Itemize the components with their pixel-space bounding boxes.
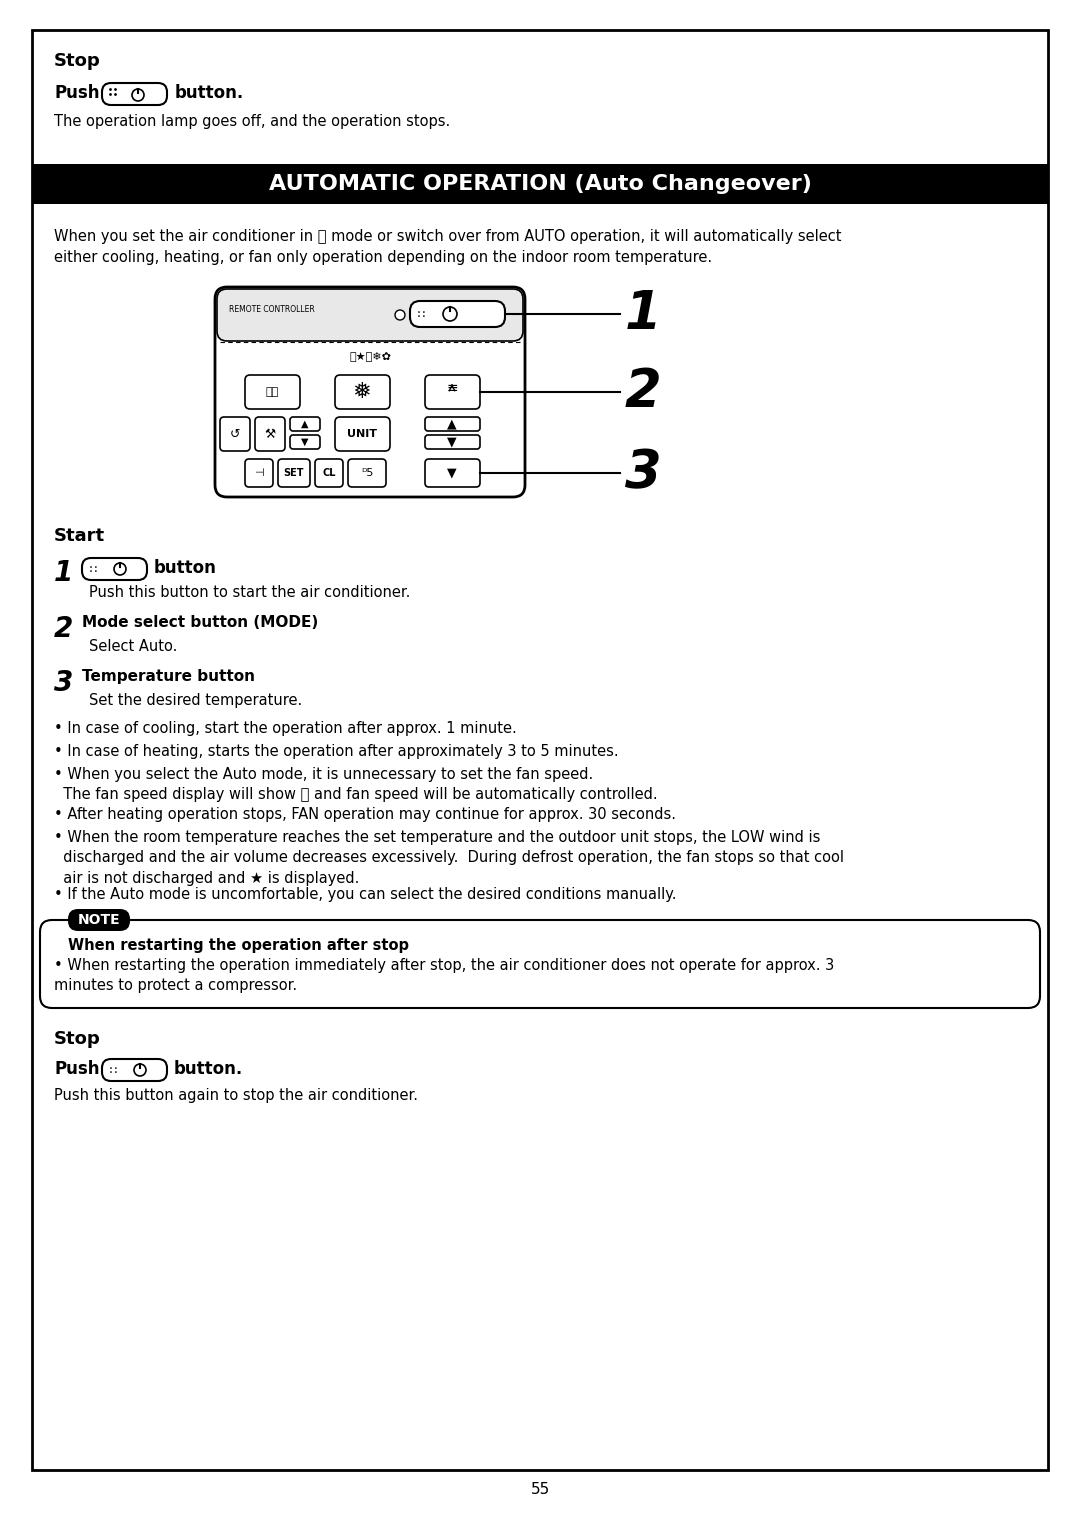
- Text: ❅: ❅: [353, 381, 372, 403]
- FancyBboxPatch shape: [245, 375, 300, 409]
- FancyBboxPatch shape: [426, 375, 480, 409]
- Text: 3: 3: [54, 669, 73, 697]
- FancyBboxPatch shape: [426, 416, 480, 432]
- Text: Push: Push: [54, 1060, 99, 1078]
- Circle shape: [114, 563, 126, 575]
- Text: Ⓐ★⛆❄✿: Ⓐ★⛆❄✿: [349, 352, 391, 361]
- Text: ▼: ▼: [447, 467, 457, 479]
- Text: Push: Push: [54, 84, 99, 102]
- Text: • When restarting the operation immediately after stop, the air conditioner does: • When restarting the operation immediat…: [54, 958, 834, 993]
- FancyBboxPatch shape: [426, 435, 480, 448]
- FancyBboxPatch shape: [315, 459, 343, 486]
- Text: ⚒: ⚒: [265, 427, 275, 441]
- Text: ⏻⏻: ⏻⏻: [266, 387, 279, 397]
- FancyBboxPatch shape: [291, 435, 320, 448]
- Text: AUTOMATIC OPERATION (Auto Changeover): AUTOMATIC OPERATION (Auto Changeover): [269, 174, 811, 194]
- FancyBboxPatch shape: [426, 459, 480, 486]
- Text: ▼: ▼: [447, 436, 457, 448]
- Text: REMOTE CONTROLLER: REMOTE CONTROLLER: [229, 305, 314, 314]
- Text: ↺: ↺: [230, 427, 240, 441]
- Text: Mode select button (MODE): Mode select button (MODE): [82, 615, 319, 630]
- FancyBboxPatch shape: [220, 416, 249, 451]
- Circle shape: [395, 310, 405, 320]
- Text: CL: CL: [322, 468, 336, 477]
- Text: Push this button to start the air conditioner.: Push this button to start the air condit…: [89, 586, 410, 599]
- FancyBboxPatch shape: [348, 459, 386, 486]
- FancyBboxPatch shape: [245, 459, 273, 486]
- FancyBboxPatch shape: [278, 459, 310, 486]
- Text: button: button: [154, 560, 217, 576]
- FancyBboxPatch shape: [255, 416, 285, 451]
- Text: Set the desired temperature.: Set the desired temperature.: [89, 692, 302, 708]
- Circle shape: [132, 88, 144, 101]
- Text: 55: 55: [530, 1482, 550, 1498]
- Text: button.: button.: [175, 84, 244, 102]
- FancyBboxPatch shape: [102, 1058, 167, 1081]
- Text: Push this button again to stop the air conditioner.: Push this button again to stop the air c…: [54, 1087, 418, 1103]
- Text: • When you select the Auto mode, it is unnecessary to set the fan speed.
  The f: • When you select the Auto mode, it is u…: [54, 767, 658, 802]
- Text: button.: button.: [174, 1060, 243, 1078]
- FancyBboxPatch shape: [410, 300, 505, 326]
- Text: SET: SET: [284, 468, 305, 477]
- FancyBboxPatch shape: [40, 920, 1040, 1008]
- Text: 2: 2: [54, 615, 73, 644]
- Text: ᴰ5: ᴰ5: [361, 468, 374, 477]
- FancyBboxPatch shape: [291, 416, 320, 432]
- Text: 1: 1: [54, 560, 73, 587]
- Text: UNIT: UNIT: [347, 429, 377, 439]
- Text: Stop: Stop: [54, 52, 100, 70]
- Text: Select Auto.: Select Auto.: [89, 639, 177, 654]
- FancyBboxPatch shape: [217, 290, 523, 342]
- Text: ::: ::: [89, 564, 99, 573]
- Text: Start: Start: [54, 528, 105, 544]
- Text: • In case of heating, starts the operation after approximately 3 to 5 minutes.: • In case of heating, starts the operati…: [54, 744, 619, 759]
- Text: NOTE: NOTE: [78, 913, 120, 927]
- Text: ≡: ≡: [446, 381, 458, 395]
- FancyBboxPatch shape: [82, 558, 147, 580]
- Circle shape: [134, 1064, 146, 1077]
- Text: • When the room temperature reaches the set temperature and the outdoor unit sto: • When the room temperature reaches the …: [54, 830, 843, 886]
- Text: ::: ::: [108, 1064, 120, 1075]
- Text: Temperature button: Temperature button: [82, 669, 255, 685]
- Text: Stop: Stop: [54, 1029, 100, 1048]
- Text: When restarting the operation after stop: When restarting the operation after stop: [68, 938, 409, 953]
- Text: ▲: ▲: [301, 419, 309, 429]
- Text: 3: 3: [625, 447, 662, 499]
- Text: ▼: ▼: [301, 438, 309, 447]
- Text: • If the Auto mode is uncomfortable, you can select the desired conditions manua: • If the Auto mode is uncomfortable, you…: [54, 888, 676, 901]
- FancyBboxPatch shape: [335, 375, 390, 409]
- Text: ⊣: ⊣: [254, 468, 264, 477]
- FancyBboxPatch shape: [68, 909, 130, 930]
- Text: The operation lamp goes off, and the operation stops.: The operation lamp goes off, and the ope…: [54, 114, 450, 130]
- Text: • After heating operation stops, FAN operation may continue for approx. 30 secon: • After heating operation stops, FAN ope…: [54, 807, 676, 822]
- FancyBboxPatch shape: [102, 82, 167, 105]
- Text: ::: ::: [416, 310, 428, 319]
- Bar: [32, 165, 1048, 204]
- Circle shape: [443, 307, 457, 320]
- Text: When you set the air conditioner in Ⓐ mode or switch over from AUTO operation, i: When you set the air conditioner in Ⓐ mo…: [54, 229, 841, 265]
- FancyBboxPatch shape: [215, 287, 525, 497]
- FancyBboxPatch shape: [335, 416, 390, 451]
- Text: ▲: ▲: [447, 418, 457, 430]
- Text: 1: 1: [625, 288, 662, 340]
- Text: • In case of cooling, start the operation after approx. 1 minute.: • In case of cooling, start the operatio…: [54, 721, 516, 737]
- Text: 2: 2: [625, 366, 662, 418]
